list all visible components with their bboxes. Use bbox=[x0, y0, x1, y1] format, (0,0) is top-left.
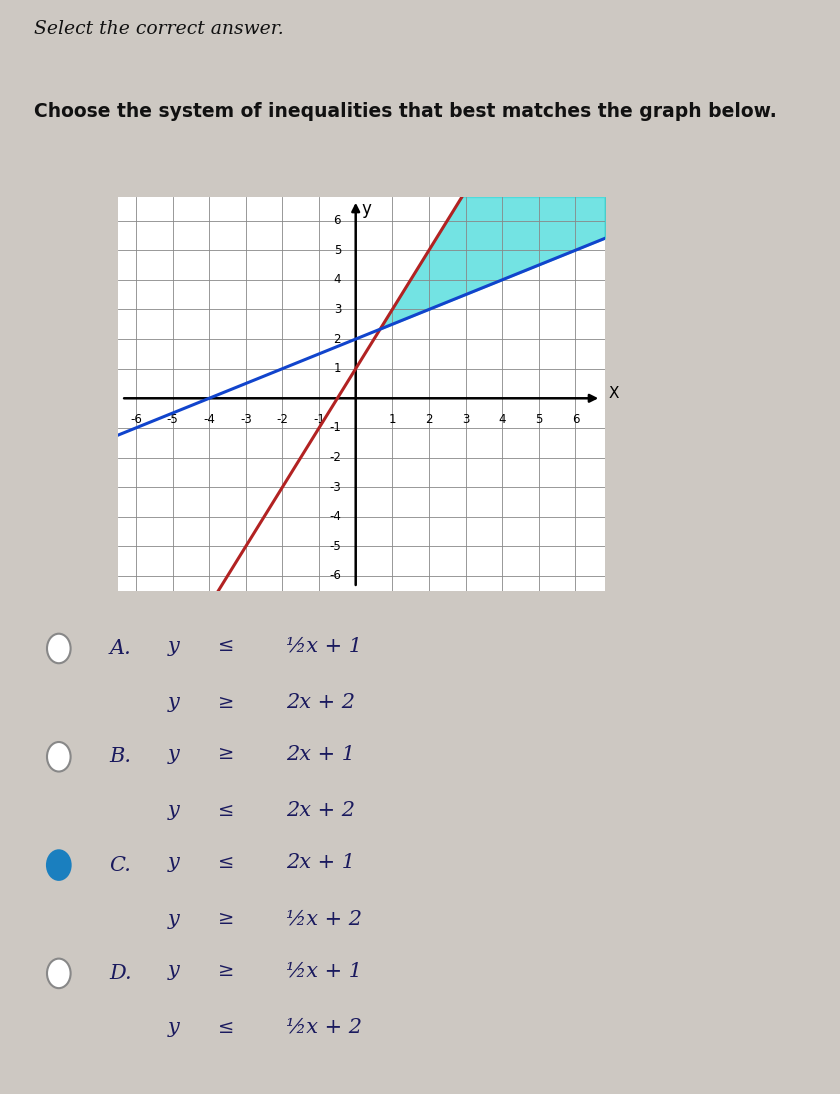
Text: ≥: ≥ bbox=[218, 745, 234, 764]
Text: 1: 1 bbox=[333, 362, 341, 375]
Text: -3: -3 bbox=[329, 480, 341, 493]
Text: 1: 1 bbox=[389, 414, 396, 426]
Text: y: y bbox=[168, 694, 180, 712]
Text: -5: -5 bbox=[166, 414, 178, 426]
Text: 2x + 2: 2x + 2 bbox=[286, 802, 354, 820]
Text: -6: -6 bbox=[130, 414, 142, 426]
Text: y: y bbox=[168, 853, 180, 872]
Text: -4: -4 bbox=[329, 510, 341, 523]
Text: -2: -2 bbox=[329, 451, 341, 464]
Text: -4: -4 bbox=[203, 414, 215, 426]
Text: D.: D. bbox=[109, 964, 132, 982]
Text: 2x + 2: 2x + 2 bbox=[286, 694, 354, 712]
Text: y: y bbox=[168, 745, 180, 764]
Text: -2: -2 bbox=[276, 414, 288, 426]
Text: 5: 5 bbox=[333, 244, 341, 257]
Ellipse shape bbox=[47, 850, 71, 880]
Text: 6: 6 bbox=[333, 214, 341, 228]
Ellipse shape bbox=[47, 742, 71, 771]
Text: 3: 3 bbox=[333, 303, 341, 316]
Text: X: X bbox=[608, 386, 619, 401]
Ellipse shape bbox=[47, 958, 71, 988]
Text: ½x + 1: ½x + 1 bbox=[286, 962, 361, 980]
Text: y: y bbox=[168, 802, 180, 820]
Text: y: y bbox=[168, 1019, 180, 1037]
Text: ≥: ≥ bbox=[218, 962, 234, 980]
Text: ≤: ≤ bbox=[218, 1019, 234, 1036]
Text: y: y bbox=[168, 962, 180, 980]
Text: 4: 4 bbox=[333, 274, 341, 287]
Text: y: y bbox=[168, 637, 180, 655]
Text: ½x + 2: ½x + 2 bbox=[286, 1019, 361, 1037]
Text: -1: -1 bbox=[313, 414, 325, 426]
Text: -5: -5 bbox=[329, 539, 341, 552]
Text: y: y bbox=[168, 910, 180, 929]
Text: 2: 2 bbox=[425, 414, 433, 426]
Ellipse shape bbox=[47, 633, 71, 663]
Text: 4: 4 bbox=[498, 414, 506, 426]
Text: 2x + 1: 2x + 1 bbox=[286, 853, 354, 872]
Text: Choose the system of inequalities that best matches the graph below.: Choose the system of inequalities that b… bbox=[34, 103, 776, 121]
Text: -6: -6 bbox=[329, 570, 341, 582]
Text: 3: 3 bbox=[462, 414, 470, 426]
Text: A.: A. bbox=[109, 639, 131, 657]
Text: 6: 6 bbox=[572, 414, 580, 426]
Text: -3: -3 bbox=[240, 414, 252, 426]
Text: 5: 5 bbox=[535, 414, 543, 426]
Text: ≥: ≥ bbox=[218, 910, 234, 928]
Text: -1: -1 bbox=[329, 421, 341, 434]
Text: ≥: ≥ bbox=[218, 694, 234, 711]
Text: 2: 2 bbox=[333, 333, 341, 346]
Text: B.: B. bbox=[109, 747, 131, 766]
Text: ≤: ≤ bbox=[218, 853, 234, 872]
Text: C.: C. bbox=[109, 856, 131, 874]
Text: Select the correct answer.: Select the correct answer. bbox=[34, 20, 283, 37]
Text: ≤: ≤ bbox=[218, 637, 234, 655]
Text: ½x + 1: ½x + 1 bbox=[286, 637, 361, 655]
Text: ≤: ≤ bbox=[218, 802, 234, 819]
Text: ½x + 2: ½x + 2 bbox=[286, 910, 361, 929]
Text: 2x + 1: 2x + 1 bbox=[286, 745, 354, 764]
Text: y: y bbox=[362, 200, 371, 218]
